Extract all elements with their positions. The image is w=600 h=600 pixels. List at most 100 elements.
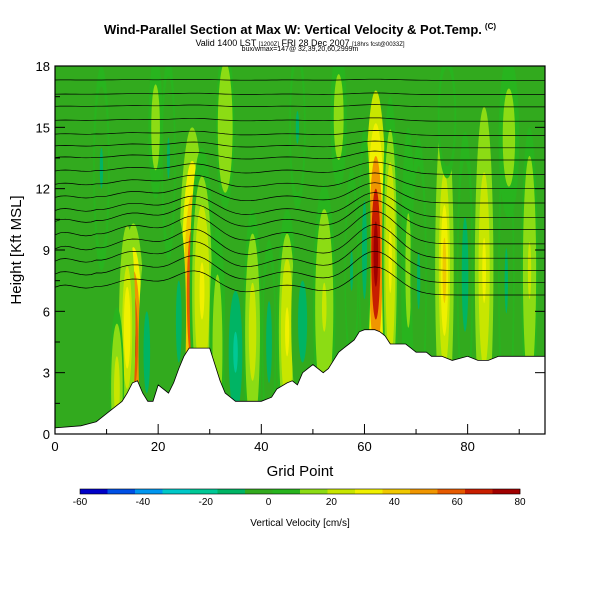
valid-time-utc: [1200Z]	[258, 42, 280, 48]
x-tick-label: 40	[254, 439, 268, 454]
isentrope-line	[55, 92, 545, 95]
velocity-cell	[498, 66, 520, 220]
colorbar-swatch	[245, 489, 273, 494]
isentrope-line	[55, 192, 545, 218]
colorbar-tick-label: 20	[326, 497, 338, 508]
velocity-band	[388, 227, 392, 293]
x-tick-label: 0	[51, 439, 58, 454]
velocity-band	[337, 102, 341, 132]
colorbar-tick-label: 40	[389, 497, 401, 508]
copyright-mark: (C)	[484, 22, 497, 31]
isentrope-line	[55, 266, 545, 296]
colorbar: -60 -40 -20 0 20 40 60 80	[73, 488, 526, 508]
colorbar-swatch	[135, 489, 163, 494]
colorbar-swatch	[410, 489, 438, 494]
isentrope-line	[55, 78, 545, 81]
velocity-band	[145, 331, 149, 373]
chart-title-text: Wind-Parallel Section at Max W: Vertical…	[103, 22, 482, 37]
velocity-band	[506, 121, 511, 154]
colorbar-tick-label: -60	[73, 497, 88, 508]
velocity-cell	[358, 127, 371, 373]
y-axis-label: Height [Kft MSL]	[8, 195, 25, 304]
velocity-band	[233, 331, 238, 373]
velocity-band	[321, 282, 327, 332]
velocity-cell	[109, 307, 125, 434]
colorbar-swatch	[80, 489, 108, 494]
velocity-band	[300, 301, 305, 342]
y-tick-label: 9	[43, 243, 50, 258]
colorbar-swatch	[465, 489, 493, 494]
isentropes	[55, 78, 545, 296]
velocity-band	[350, 250, 354, 291]
y-tick-label: 0	[43, 427, 50, 442]
y-tick-label: 6	[43, 304, 50, 319]
x-axis: 0 20 40 60 80	[51, 424, 520, 454]
isentrope-line	[55, 210, 545, 245]
colorbar-swatch	[107, 489, 136, 494]
isentrope-line	[55, 172, 545, 190]
velocity-band	[445, 104, 449, 130]
velocity-band	[125, 307, 129, 349]
isentrope-line	[55, 117, 545, 122]
x-tick-label: 60	[357, 439, 371, 454]
velocity-cell	[330, 66, 347, 189]
isentrope-line	[55, 104, 545, 108]
velocity-band	[115, 372, 119, 406]
isentrope-line	[55, 140, 545, 149]
velocity-cell	[261, 239, 277, 434]
colorbar-label: Vertical Velocity [cm/s]	[250, 518, 350, 529]
isentrope-line	[55, 199, 545, 230]
isentrope-line	[55, 182, 545, 204]
velocity-band	[154, 113, 158, 142]
velocity-field	[93, 66, 538, 434]
velocity-cell	[289, 66, 306, 210]
isentrope-line	[55, 150, 545, 161]
colorbar-frame	[79, 488, 521, 495]
velocity-band	[223, 110, 228, 144]
velocity-band	[177, 301, 181, 342]
velocity-band	[406, 241, 410, 300]
colorbar-swatch	[190, 489, 218, 494]
y-tick-label: 15	[36, 120, 50, 135]
velocity-band	[363, 225, 366, 275]
isentrope-line	[55, 130, 545, 136]
terrain	[54, 329, 546, 435]
chart-subtitle: Valid 1400 LST [1200Z] FRI 28 Dec 2007 […	[0, 38, 600, 48]
colorbar-swatch	[217, 489, 246, 494]
velocity-cell	[161, 66, 176, 261]
velocity-cell	[224, 250, 247, 434]
valid-date: FRI 28 Dec 2007	[281, 38, 350, 48]
velocity-cell	[138, 250, 156, 434]
isentrope-line	[55, 224, 545, 259]
velocity-band	[99, 147, 104, 189]
velocity-band	[250, 307, 255, 357]
x-tick-label: 80	[460, 439, 474, 454]
chart-subtitle-2: bux/wmax=147@ 32,39,20,60,2999m	[241, 46, 359, 53]
colorbar-tick-label: 60	[452, 497, 464, 508]
colorbar-swatch	[162, 489, 191, 494]
velocity-cell	[93, 66, 110, 271]
colorbar-tick-label: 80	[514, 497, 526, 508]
valid-time: Valid 1400 LST	[195, 38, 257, 48]
colorbar-tick-label: -20	[198, 497, 213, 508]
isentrope-line	[55, 250, 545, 284]
forecast-info: [18hrs fcst@0033Z]	[352, 42, 405, 48]
colorbar-swatch	[382, 489, 411, 494]
velocity-band	[463, 245, 467, 304]
velocity-cell	[148, 66, 163, 199]
colorbar-swatch	[327, 489, 356, 494]
velocity-band	[373, 221, 379, 287]
y-axis: 0 3 6 9 12 15 18	[36, 59, 545, 442]
velocity-cell	[215, 66, 235, 210]
velocity-band	[267, 321, 271, 363]
colorbar-tick-label: 0	[266, 497, 272, 508]
colorbar-swatch	[300, 489, 328, 494]
chart-title: Wind-Parallel Section at Max W: Vertical…	[0, 22, 600, 37]
y-tick-label: 3	[43, 366, 50, 381]
x-axis-label: Grid Point	[267, 463, 335, 480]
isentrope-line	[55, 161, 545, 175]
isentrope-line	[55, 236, 545, 271]
x-tick-label: 20	[151, 439, 165, 454]
velocity-band	[215, 323, 220, 373]
